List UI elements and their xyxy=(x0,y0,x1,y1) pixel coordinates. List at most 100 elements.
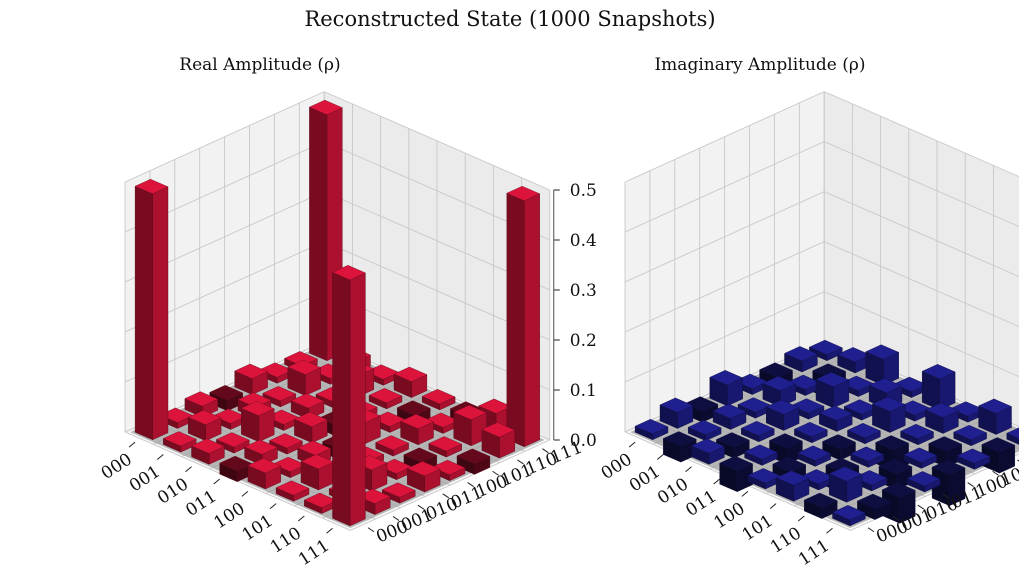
y-tick xyxy=(392,516,400,521)
grid-line xyxy=(624,91,825,183)
bar-011-011 xyxy=(793,421,828,444)
bar-face-top xyxy=(832,505,866,521)
z-tick-label: 0.4 xyxy=(570,231,597,251)
bar-110-100 xyxy=(903,447,938,469)
bar-110-000 xyxy=(803,492,838,519)
grid-line xyxy=(824,191,1019,278)
y-tick xyxy=(1017,459,1019,462)
bar-face-top xyxy=(393,366,428,382)
bar-face-top xyxy=(269,433,303,449)
bar-100-111 xyxy=(921,364,956,411)
bar-face-top xyxy=(290,393,325,409)
bar-face-top xyxy=(396,400,431,416)
bar-111-011 xyxy=(406,461,441,493)
bar-face-top xyxy=(709,370,744,386)
bar-face-top xyxy=(765,399,800,415)
bar-face-top xyxy=(381,482,416,498)
bar-face-top xyxy=(906,471,941,487)
bar-face-top xyxy=(634,418,669,435)
bar-face-top xyxy=(712,403,747,419)
bar-011-001 xyxy=(744,444,778,466)
bar-face-top xyxy=(775,470,810,486)
bar-000-000 xyxy=(134,178,169,441)
bar-face-top xyxy=(184,391,219,407)
bar-101-011 xyxy=(850,446,885,468)
bar-face-side xyxy=(134,185,153,441)
bar-face-top xyxy=(244,439,278,455)
bar-011-100 xyxy=(818,405,853,432)
bar-face-top xyxy=(759,362,793,378)
bar-face-top xyxy=(209,385,244,401)
bar-000-001 xyxy=(659,397,694,429)
bar-face-top xyxy=(853,470,888,486)
bar-face-top xyxy=(687,419,722,436)
bar-face-top xyxy=(856,493,891,509)
bar-face-top xyxy=(847,422,881,439)
bar-face-side xyxy=(332,271,351,527)
bar-110-110 xyxy=(953,424,988,447)
bar-face-top xyxy=(234,363,269,379)
bar-111-011 xyxy=(906,471,941,493)
bar-face-top xyxy=(400,413,434,430)
bar-face-top xyxy=(684,396,719,412)
bar-face-front xyxy=(524,193,540,448)
bar-face-side xyxy=(1006,432,1019,445)
bar-001-010 xyxy=(712,403,747,430)
bar-101-101 xyxy=(900,423,934,446)
bar-011-011 xyxy=(293,411,328,444)
bar-face-top xyxy=(828,466,863,482)
back-pane-right xyxy=(824,91,1019,427)
x-tick xyxy=(685,466,692,473)
bar-110-001 xyxy=(828,466,863,503)
bar-001-101 xyxy=(287,359,322,396)
z-tick-label: 0.1 xyxy=(570,381,597,401)
y-tick xyxy=(492,470,499,476)
y-tick xyxy=(967,482,974,487)
bar-face-top xyxy=(956,448,991,464)
bar-face-top xyxy=(925,402,959,418)
bar-101-100 xyxy=(375,435,410,457)
bar-111-110 xyxy=(481,422,516,459)
bar-face-top xyxy=(308,99,343,115)
grid-line xyxy=(324,91,550,191)
bar-face-top xyxy=(428,436,463,452)
bar-face-top xyxy=(453,404,488,421)
bar-face-top xyxy=(744,444,778,460)
grid-line xyxy=(824,291,1019,378)
bar-000-100 xyxy=(234,363,269,395)
bar-face-top xyxy=(740,420,775,437)
bar-face-top xyxy=(403,447,438,463)
bar-face-top xyxy=(262,386,297,402)
bar-111-000 xyxy=(332,265,366,527)
x-tick xyxy=(797,515,805,522)
x-tick xyxy=(185,466,192,473)
y-tick xyxy=(467,482,474,487)
bar-110-110 xyxy=(453,404,488,447)
bar-001-001 xyxy=(687,419,722,442)
y-tick xyxy=(867,527,875,533)
x-tick xyxy=(826,527,833,534)
bar-111-111 xyxy=(1006,427,1019,445)
bar-100-011 xyxy=(822,434,856,461)
y-tick xyxy=(892,516,900,521)
bar-face-top xyxy=(769,433,803,449)
y-tick xyxy=(542,448,549,454)
bar-face-top xyxy=(293,411,328,428)
bar-face-top xyxy=(818,405,853,421)
bar-face-top xyxy=(275,480,310,496)
bars xyxy=(134,99,541,527)
bars xyxy=(634,339,1019,527)
z-tick-label: 0.5 xyxy=(570,181,597,201)
bar-001-001 xyxy=(187,409,222,442)
bar-face-top xyxy=(878,458,913,474)
grid-line xyxy=(124,91,325,183)
bar-111-001 xyxy=(856,493,891,520)
y-tick xyxy=(517,459,524,465)
bar-face-top xyxy=(797,445,832,461)
bar-010-010 xyxy=(740,420,775,443)
bar-100-111 xyxy=(421,389,456,411)
bar-face-top xyxy=(1006,427,1019,439)
x-tick xyxy=(241,490,249,497)
bar-000-011 xyxy=(709,370,744,407)
